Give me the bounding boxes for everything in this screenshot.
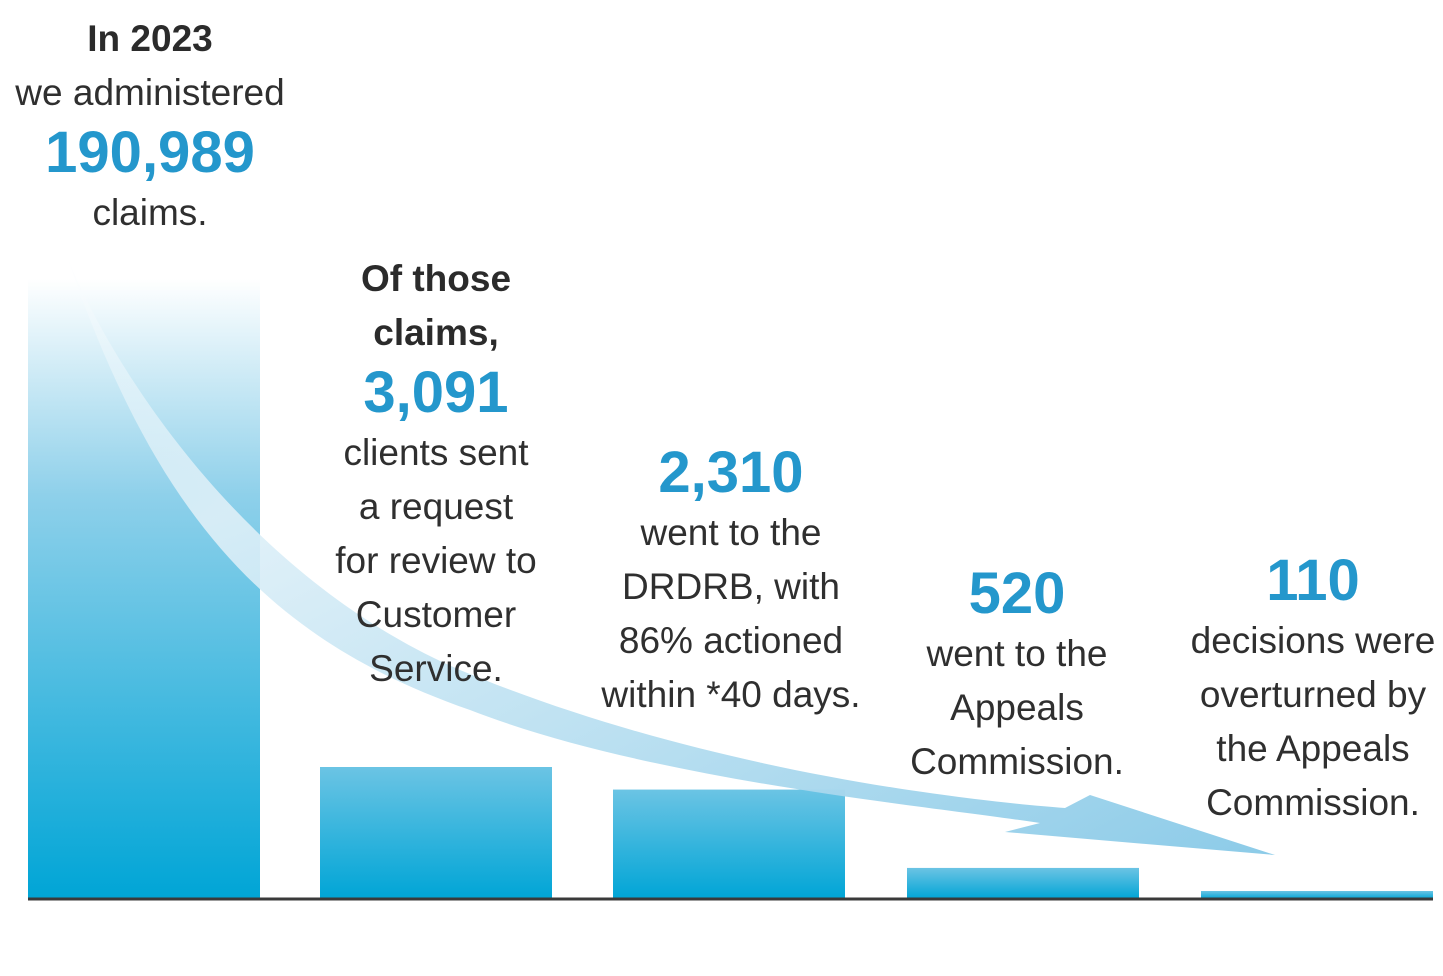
stage-4-line: went to the bbox=[926, 633, 1108, 674]
stage-5-line: the Appeals bbox=[1216, 728, 1410, 769]
stage-2-label: Of those claims, 3,091 clients sent a re… bbox=[286, 252, 586, 696]
stage-3-line: went to the bbox=[640, 512, 822, 553]
stage-2-number: 3,091 bbox=[363, 360, 509, 425]
stage-2-intro-line: Of those bbox=[360, 258, 512, 299]
stage-3-line: DRDRB, with bbox=[622, 566, 840, 607]
bar-3 bbox=[613, 789, 845, 899]
bar-4 bbox=[907, 867, 1139, 899]
stage-2-line: a request bbox=[358, 486, 514, 527]
stage-5-label: 110 decisions were overturned by the App… bbox=[1163, 548, 1443, 830]
bar-5 bbox=[1201, 891, 1433, 899]
stage-3-label: 2,310 went to the DRDRB, with 86% action… bbox=[581, 440, 881, 722]
stage-2-line: clients sent bbox=[343, 432, 529, 473]
stage-4-label: 520 went to the Appeals Commission. bbox=[867, 561, 1167, 789]
stage-2-line: for review to bbox=[335, 540, 537, 581]
stage-1-label: In 2023 we administered 190,989 claims. bbox=[0, 12, 300, 240]
stage-5-number: 110 bbox=[1266, 548, 1360, 613]
stage-2-line: Customer bbox=[355, 594, 517, 635]
stage-1-number: 190,989 bbox=[45, 120, 255, 185]
stage-2-intro-line: claims, bbox=[373, 312, 499, 353]
stage-5-line: decisions were bbox=[1190, 620, 1436, 661]
stage-1-line: claims. bbox=[92, 192, 208, 233]
stage-2-line: Service. bbox=[369, 648, 503, 689]
stage-4-line: Commission. bbox=[910, 741, 1124, 782]
bar-2 bbox=[320, 767, 552, 899]
stage-1-year: In 2023 bbox=[87, 18, 213, 59]
stage-4-line: Appeals bbox=[950, 687, 1084, 728]
stage-5-line: overturned by bbox=[1199, 674, 1427, 715]
stage-5-line: Commission. bbox=[1206, 782, 1420, 823]
stage-3-number: 2,310 bbox=[658, 440, 804, 505]
stage-3-line: 86% actioned bbox=[618, 620, 844, 661]
stage-1-intro: we administered bbox=[15, 72, 285, 113]
stage-4-number: 520 bbox=[968, 561, 1066, 626]
stage-3-line: within *40 days. bbox=[601, 674, 861, 715]
bar-1 bbox=[28, 279, 260, 899]
